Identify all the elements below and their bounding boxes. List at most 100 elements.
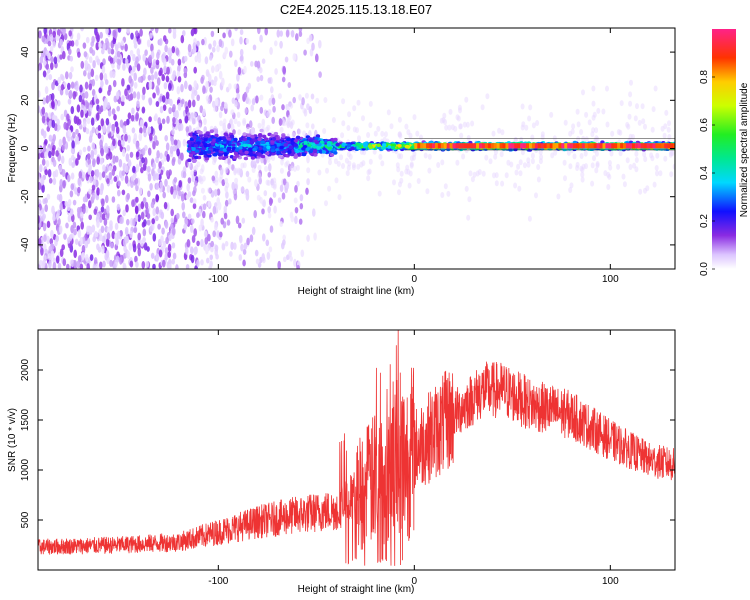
heatmap-cell [152, 233, 157, 242]
heatmap-cell [419, 134, 423, 141]
heatmap-cell [168, 28, 172, 34]
heatmap-cell [658, 170, 663, 177]
heatmap-cell [56, 99, 61, 107]
heatmap-cell [124, 43, 128, 52]
heatmap-cell [208, 43, 212, 50]
heatmap-cell [347, 111, 352, 118]
heatmap-cell [90, 68, 95, 78]
heatmap-cell [279, 184, 284, 193]
heatmap-cell [190, 170, 195, 177]
heatmap-cell [645, 185, 650, 192]
heatmap-cell [263, 137, 269, 141]
heatmap-cell [310, 93, 315, 100]
heatmap-cell [73, 249, 77, 259]
heatmap-cell [643, 156, 648, 163]
heatmap-cell [75, 39, 79, 47]
heatmap-cell [163, 201, 168, 210]
heatmap-cell [102, 260, 106, 268]
heatmap-cell [46, 193, 51, 200]
heatmap-cell [71, 140, 75, 149]
heatmap-cell [74, 187, 78, 195]
heatmap-cell [60, 155, 65, 164]
heatmap-cell [663, 123, 668, 130]
heatmap-cell [124, 175, 129, 184]
heatmap-cell [182, 30, 186, 37]
heatmap-cell [101, 245, 105, 254]
heatmap-cell [308, 34, 313, 42]
heatmap-cell [270, 86, 274, 94]
heatmap-cell [132, 91, 137, 99]
heatmap-cell [271, 97, 276, 106]
heatmap-cell [242, 132, 247, 136]
heatmap-cell [255, 258, 260, 265]
heatmap-cell [87, 158, 92, 166]
heatmap-cell [82, 42, 87, 49]
heatmap-cell [192, 203, 197, 210]
heatmap-cell [368, 122, 373, 129]
heatmap-cell [138, 132, 143, 142]
heatmap-cell [214, 223, 218, 231]
heatmap-cell [59, 54, 63, 60]
heatmap-cell [289, 102, 294, 109]
heatmap-cell [111, 63, 115, 69]
heatmap-cell [214, 244, 219, 252]
heatmap-cell [259, 74, 264, 82]
heatmap-cell [584, 136, 589, 143]
heatmap-cell [464, 96, 469, 103]
heatmap-cell [655, 170, 659, 177]
heatmap-cell [144, 201, 149, 209]
heatmap-cell [550, 152, 555, 159]
heatmap-cell [182, 171, 187, 179]
heatmap-cell [625, 157, 630, 164]
heatmap-cell [96, 58, 101, 66]
heatmap-cell [212, 230, 216, 238]
heatmap-cell [98, 42, 102, 49]
heatmap-cell [290, 215, 295, 223]
heatmap-cell [143, 156, 148, 166]
heatmap-cell [171, 46, 176, 54]
heatmap-cell [208, 265, 212, 269]
heatmap-cell [219, 120, 224, 127]
heatmap-cell [140, 239, 144, 247]
heatmap-cell [224, 199, 229, 207]
heatmap-cell [70, 81, 75, 89]
heatmap-cell [155, 182, 160, 190]
heatmap-cell [82, 196, 87, 203]
heatmap-cell [98, 108, 102, 115]
heatmap-cell [283, 256, 287, 263]
heatmap-cell [73, 260, 77, 269]
heatmap-cell [443, 119, 447, 125]
heatmap-cell [163, 35, 167, 42]
heatmap-cell [242, 137, 248, 142]
heatmap-cell [78, 149, 83, 156]
heatmap-cell [217, 63, 222, 70]
heatmap-cell [88, 227, 93, 234]
heatmap-cell [52, 261, 57, 269]
heatmap-cell [337, 194, 342, 201]
heatmap-cell [99, 31, 103, 39]
heatmap-cell [603, 170, 608, 177]
heatmap-cell [165, 142, 170, 151]
heatmap-cell [584, 111, 589, 118]
heatmap-cell [111, 124, 116, 130]
heatmap-cell [313, 153, 318, 157]
heatmap-cell [98, 172, 102, 181]
heatmap-cell [257, 164, 262, 171]
heatmap-cell [51, 81, 55, 91]
heatmap-cell [150, 74, 155, 81]
heatmap-cell [136, 100, 140, 109]
heatmap-cell [628, 91, 633, 98]
heatmap-cell [634, 157, 639, 163]
heatmap-cell [493, 149, 498, 156]
heatmap-cell [190, 246, 194, 255]
heatmap-cell [147, 173, 152, 182]
heatmap-cell [305, 187, 309, 195]
heatmap-cell [159, 152, 163, 160]
heatmap-cell [166, 115, 170, 124]
heatmap-cell [121, 139, 125, 148]
heatmap-cell [90, 117, 95, 126]
heatmap-cell [378, 153, 383, 160]
heatmap-cell [51, 101, 55, 110]
heatmap-cell [57, 76, 62, 84]
heatmap-cell [527, 115, 532, 122]
